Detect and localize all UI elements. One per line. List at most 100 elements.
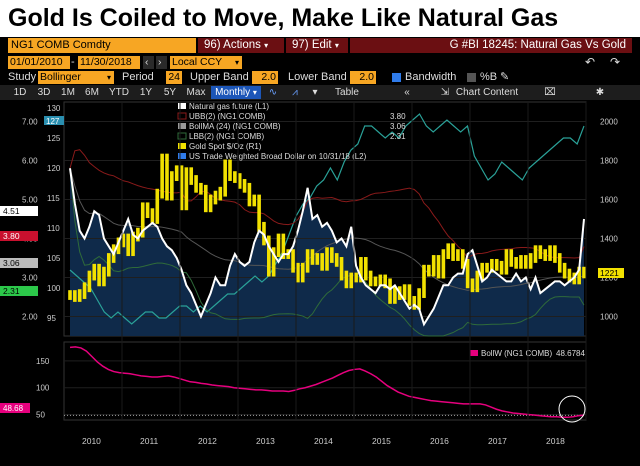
gold-bar bbox=[140, 202, 145, 238]
headline: Gold Is Coiled to Move, Make Like Natura… bbox=[0, 0, 640, 37]
edit-icon[interactable]: ⌧ bbox=[544, 87, 556, 98]
period-6m[interactable]: 6M bbox=[85, 87, 99, 98]
gold-bar bbox=[422, 264, 426, 298]
gold-bar bbox=[174, 165, 179, 181]
x-axis: 2010 2011 2012 2013 2014 2015 2016 2017 2018 bbox=[82, 102, 587, 446]
left-usd-tick: 7.00 bbox=[22, 118, 38, 127]
gold-bar bbox=[82, 282, 87, 299]
next-period-button[interactable]: › bbox=[156, 56, 167, 69]
period-5y[interactable]: 5Y bbox=[163, 87, 177, 98]
right-gold-tick: 1400 bbox=[600, 235, 618, 244]
tag-upper-bg bbox=[0, 231, 38, 241]
gold-bar bbox=[388, 278, 392, 304]
gold-bar bbox=[485, 262, 489, 273]
left-usd-tick: 6.00 bbox=[22, 157, 38, 166]
left-index-tick: 100 bbox=[47, 284, 61, 293]
edit-label: 97) Edit bbox=[292, 39, 332, 51]
period-3d[interactable]: 3D bbox=[37, 87, 51, 98]
tag-ma-bg bbox=[0, 258, 38, 268]
gold-bar bbox=[92, 263, 97, 281]
period-field[interactable]: 24 bbox=[166, 71, 182, 84]
actions-menu[interactable]: 96) Actions ▾ bbox=[198, 38, 284, 53]
lower-band-line bbox=[69, 168, 585, 337]
gold-bar bbox=[436, 255, 441, 279]
gold-bar bbox=[567, 268, 572, 283]
legend-price: Natural gas future (L1) bbox=[189, 102, 269, 111]
x-tick: 2013 bbox=[256, 436, 275, 446]
gold-bar bbox=[145, 202, 150, 219]
pctb-checkbox[interactable] bbox=[467, 73, 476, 82]
gold-bar bbox=[68, 290, 72, 300]
pctb-label: %B bbox=[480, 71, 498, 83]
period-1d[interactable]: 1D bbox=[13, 87, 27, 98]
legend-swatch-upper bbox=[177, 112, 187, 120]
range-dash-icon: - bbox=[71, 56, 75, 68]
tag-upper: 3.80 bbox=[3, 231, 20, 241]
period-1m[interactable]: 1M bbox=[61, 87, 75, 98]
gear-icon[interactable]: ✱ bbox=[595, 87, 605, 98]
period-max[interactable]: Max bbox=[186, 87, 206, 98]
gold-bar bbox=[514, 257, 518, 269]
period-ytd[interactable]: YTD bbox=[109, 87, 129, 98]
area-chart-icon[interactable]: ⩘ bbox=[292, 87, 298, 98]
right-gold-tick: 1600 bbox=[600, 196, 618, 205]
pencil-icon[interactable]: ✎ bbox=[500, 71, 510, 83]
chevron-down-icon[interactable]: ▾ bbox=[312, 87, 318, 98]
start-date-field[interactable]: 01/01/2010 bbox=[8, 56, 70, 69]
upper-grid bbox=[64, 121, 586, 317]
gold-bar bbox=[310, 249, 315, 265]
gold-bar bbox=[155, 188, 160, 224]
gold-bar bbox=[543, 249, 548, 261]
currency-select[interactable]: Local CCY ▾ bbox=[170, 56, 242, 69]
lower-band-field[interactable]: 2.0 bbox=[350, 71, 376, 84]
legend-gold: Gold Spot $/Oz (R1) bbox=[189, 142, 262, 151]
undo-icon[interactable]: ↶ bbox=[585, 55, 596, 69]
gold-bar bbox=[271, 247, 276, 277]
frequency-select[interactable]: Monthly ▾ bbox=[211, 86, 261, 99]
bandwidth-checkbox[interactable] bbox=[392, 73, 401, 82]
bandwidth-label: Bandwidth bbox=[405, 71, 457, 83]
gold-bar bbox=[165, 153, 169, 201]
gold-bar bbox=[412, 296, 417, 310]
chart-title-bar: G #BI 18245: Natural Gas Vs Gold bbox=[350, 38, 632, 53]
gold-bar bbox=[446, 243, 451, 259]
gold-bar bbox=[291, 249, 295, 273]
left-usd-tick: 5.00 bbox=[22, 196, 38, 205]
chart-svg[interactable]: 7.006.005.004.003.002.00 130125120115110… bbox=[0, 100, 640, 463]
gold-bar bbox=[325, 247, 329, 271]
gold-bar bbox=[106, 253, 111, 277]
chart-content-button[interactable]: Chart Content bbox=[455, 87, 519, 98]
table-button[interactable]: Table bbox=[335, 87, 359, 98]
x-tick: 2017 bbox=[488, 436, 507, 446]
upper-band-field[interactable]: 2.0 bbox=[252, 71, 278, 84]
gold-bar bbox=[199, 182, 203, 195]
x-tick: 2018 bbox=[546, 436, 565, 446]
legend-bandwidth: BollW (NG1 COMB) bbox=[481, 349, 552, 358]
prev-period-button[interactable]: ‹ bbox=[143, 56, 154, 69]
gold-bar bbox=[252, 194, 257, 207]
collapse-icon[interactable]: « bbox=[404, 87, 410, 98]
study-select[interactable]: Bollinger ▾ bbox=[38, 71, 114, 84]
gold-bar bbox=[194, 175, 198, 193]
redo-icon[interactable]: ↷ bbox=[610, 55, 621, 69]
end-date-field[interactable]: 11/30/2018 bbox=[78, 56, 140, 69]
legend-bandwidth-value: 48.6784 bbox=[556, 349, 585, 358]
gold-bar bbox=[300, 262, 305, 283]
left-index-tick: 125 bbox=[47, 134, 61, 143]
edit-menu[interactable]: 97) Edit ▾ bbox=[286, 38, 348, 53]
tag-dollar-bg bbox=[44, 116, 64, 125]
legend-swatch-gold bbox=[178, 143, 186, 149]
gold-bar bbox=[184, 167, 189, 211]
gold-bar bbox=[378, 274, 383, 287]
legend: Natural gas future (L1) UBB(2) (NG1 COMB… bbox=[177, 102, 406, 161]
gold-bar bbox=[393, 286, 397, 304]
line-chart-icon[interactable]: ∿ bbox=[268, 87, 278, 98]
gold-bar bbox=[296, 262, 300, 283]
chevron-down-icon: ▾ bbox=[264, 41, 269, 50]
ticker-field[interactable]: NG1 COMB Comdty bbox=[8, 38, 196, 53]
x-tick: 2011 bbox=[140, 436, 159, 446]
period-1y[interactable]: 1Y bbox=[139, 87, 153, 98]
gold-bar bbox=[407, 284, 412, 306]
x-tick: 2016 bbox=[430, 436, 449, 446]
gold-bar bbox=[562, 262, 567, 279]
